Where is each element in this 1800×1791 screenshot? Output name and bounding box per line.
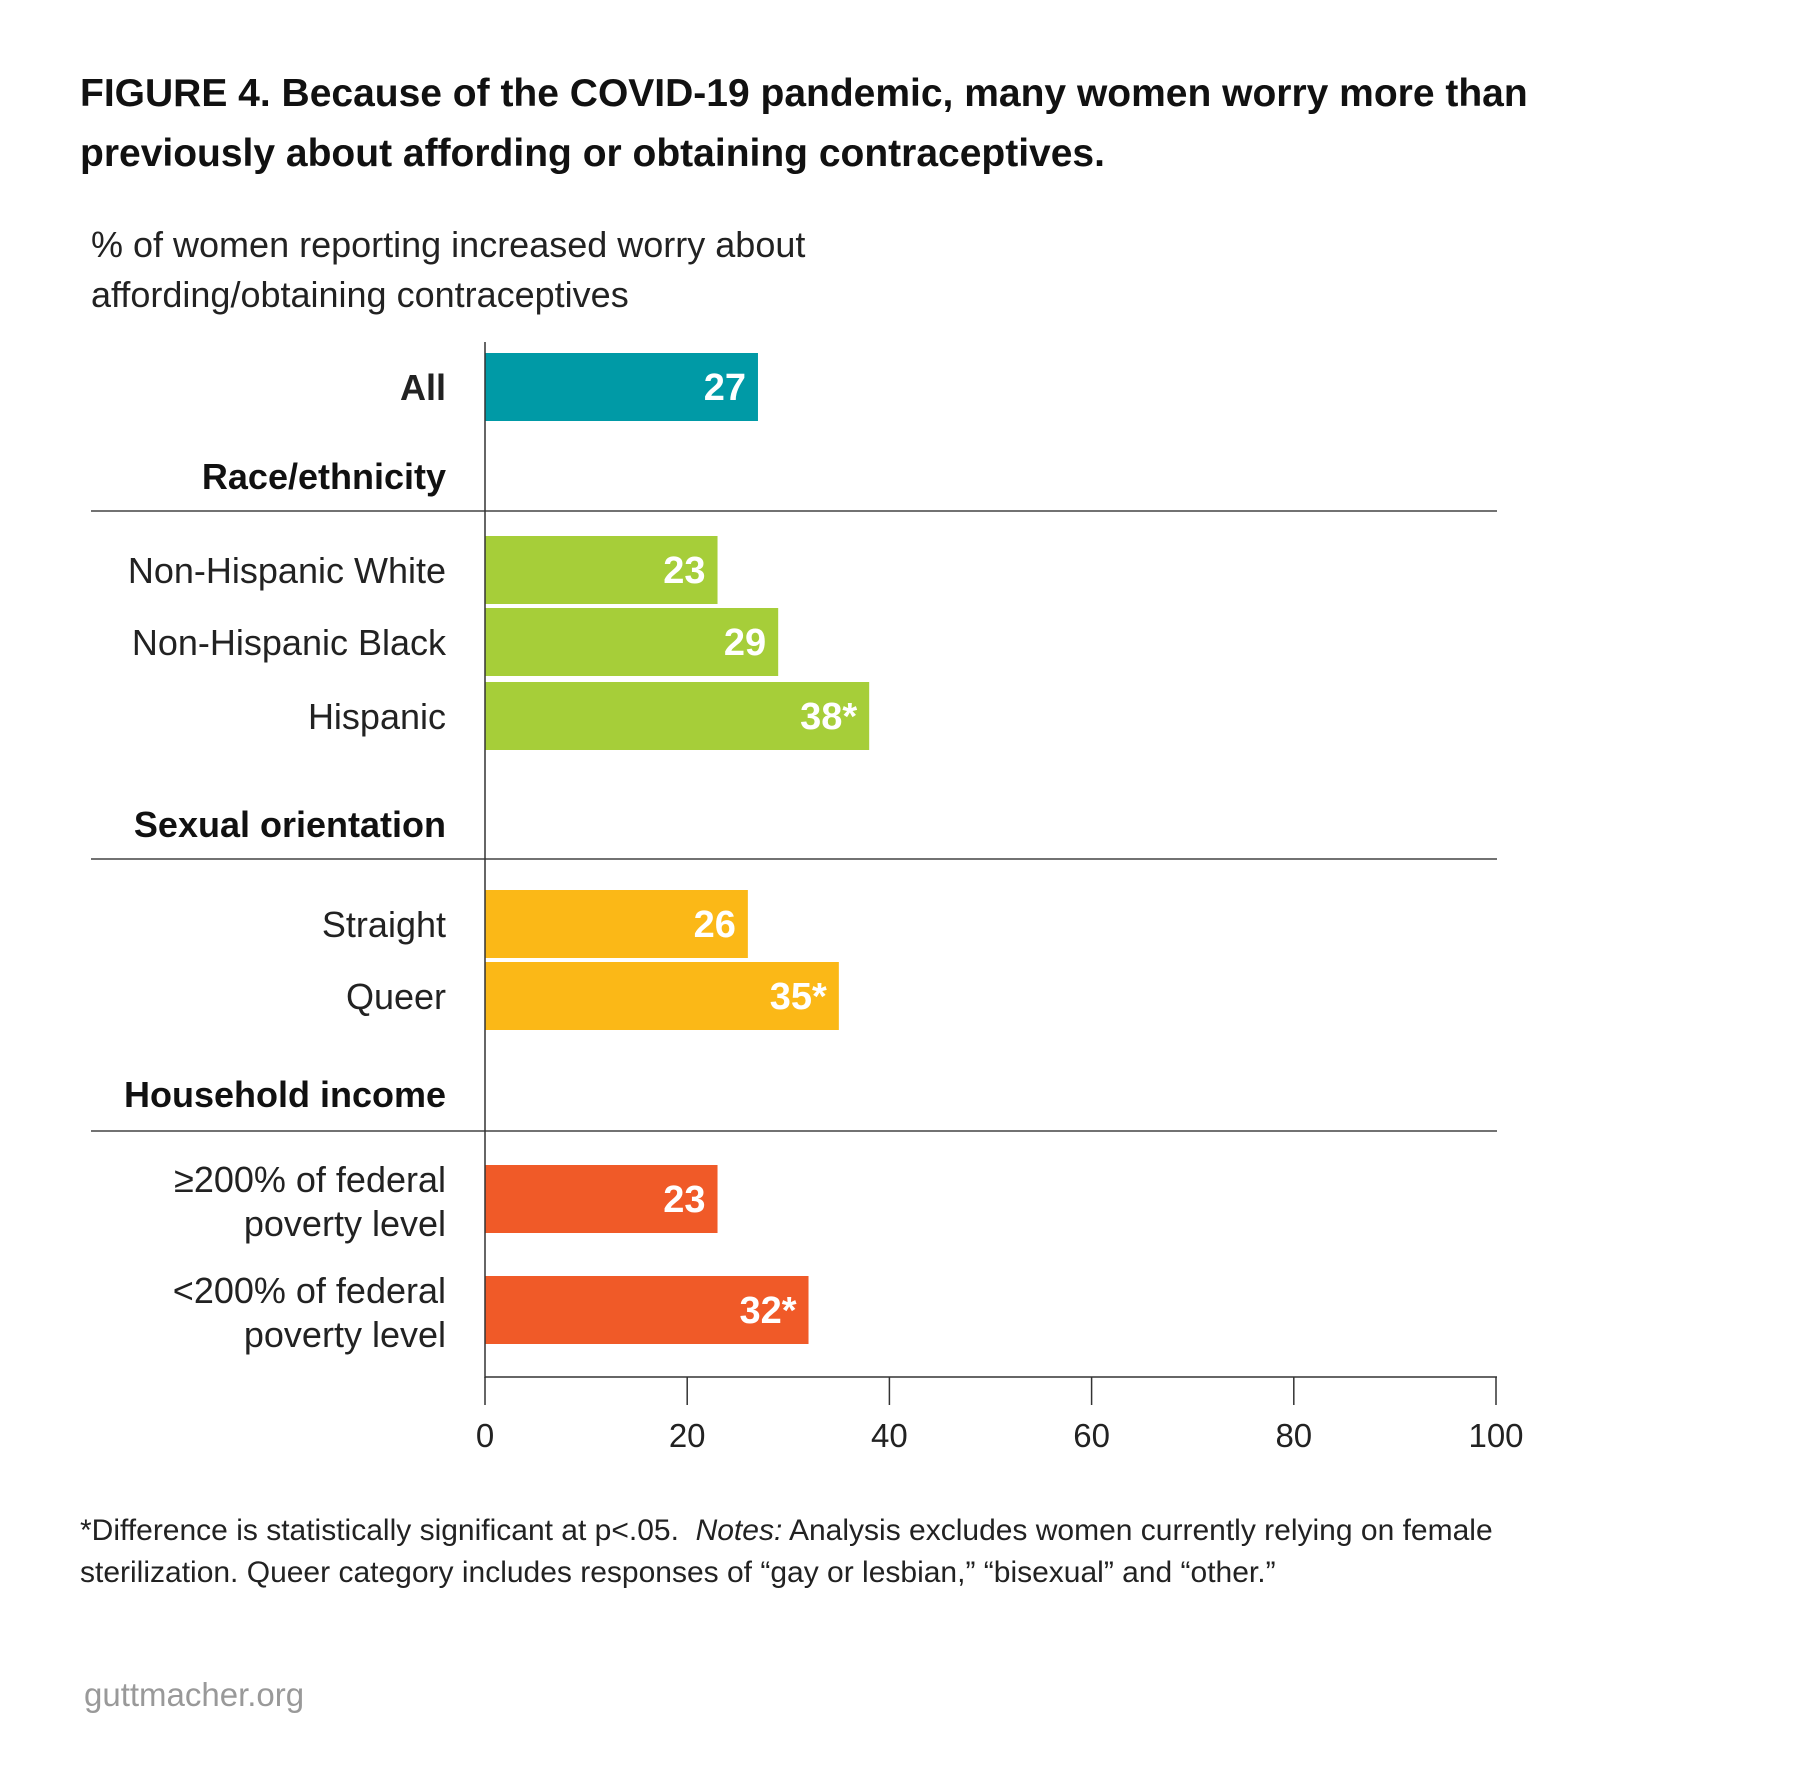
bar [485, 536, 718, 604]
category-label: Non-Hispanic White [128, 550, 446, 591]
bar-chart: 27 All Race/ethnicity 23 Non-Hispanic White 2… [91, 342, 1524, 1454]
category-label: poverty level [244, 1203, 446, 1244]
x-tick-label: 0 [476, 1417, 494, 1454]
bar [485, 1276, 809, 1344]
bar [485, 353, 758, 421]
labels: 27 All Race/ethnicity 23 Non-Hispanic White 2… [124, 367, 857, 1355]
bar [485, 962, 839, 1030]
category-label: Hispanic [308, 696, 446, 737]
data-label: 35* [770, 976, 827, 1018]
bar [485, 608, 779, 676]
category-label: Queer [346, 976, 446, 1017]
grid-lines [91, 510, 1497, 1132]
footnote: *Difference is statistically significant… [80, 1510, 1580, 1594]
x-tick-label: 20 [669, 1417, 706, 1454]
group-heading: Household income [124, 1074, 446, 1115]
data-label: 27 [704, 367, 746, 409]
category-label: Non-Hispanic Black [132, 622, 447, 663]
x-axis: 0 20 40 60 80 100 [476, 342, 1524, 1454]
group-heading: Race/ethnicity [202, 456, 446, 497]
notes-text: Analysis excludes women currently relyin… [80, 1514, 1493, 1589]
bar [485, 682, 870, 750]
data-label: 26 [694, 904, 736, 946]
bar [485, 1165, 718, 1233]
category-label: ≥200% of federal [174, 1159, 446, 1200]
x-tick-label: 60 [1073, 1417, 1110, 1454]
data-label: 38* [800, 696, 857, 738]
bar [485, 890, 748, 958]
significance-note: *Difference is statistically significant… [80, 1514, 679, 1547]
chart-title: FIGURE 4. Because of the COVID-19 pandem… [80, 72, 1528, 175]
category-label: <200% of federal [173, 1270, 446, 1311]
bars [485, 353, 870, 1344]
category-label: poverty level [244, 1314, 446, 1355]
x-tick-label: 40 [871, 1417, 908, 1454]
data-label: 23 [663, 1179, 705, 1221]
category-label: All [400, 367, 446, 408]
data-label: 29 [724, 622, 766, 664]
source-url: guttmacher.org [84, 1676, 305, 1713]
data-label: 23 [663, 550, 705, 592]
group-heading: Sexual orientation [134, 804, 446, 845]
x-tick-label: 100 [1468, 1417, 1523, 1454]
category-label: Straight [322, 904, 446, 945]
x-tick-label: 80 [1275, 1417, 1312, 1454]
notes-label: Notes: [695, 1514, 783, 1547]
chart-subtitle: % of women reporting increased worry abo… [91, 224, 806, 315]
data-label: 32* [739, 1290, 796, 1332]
